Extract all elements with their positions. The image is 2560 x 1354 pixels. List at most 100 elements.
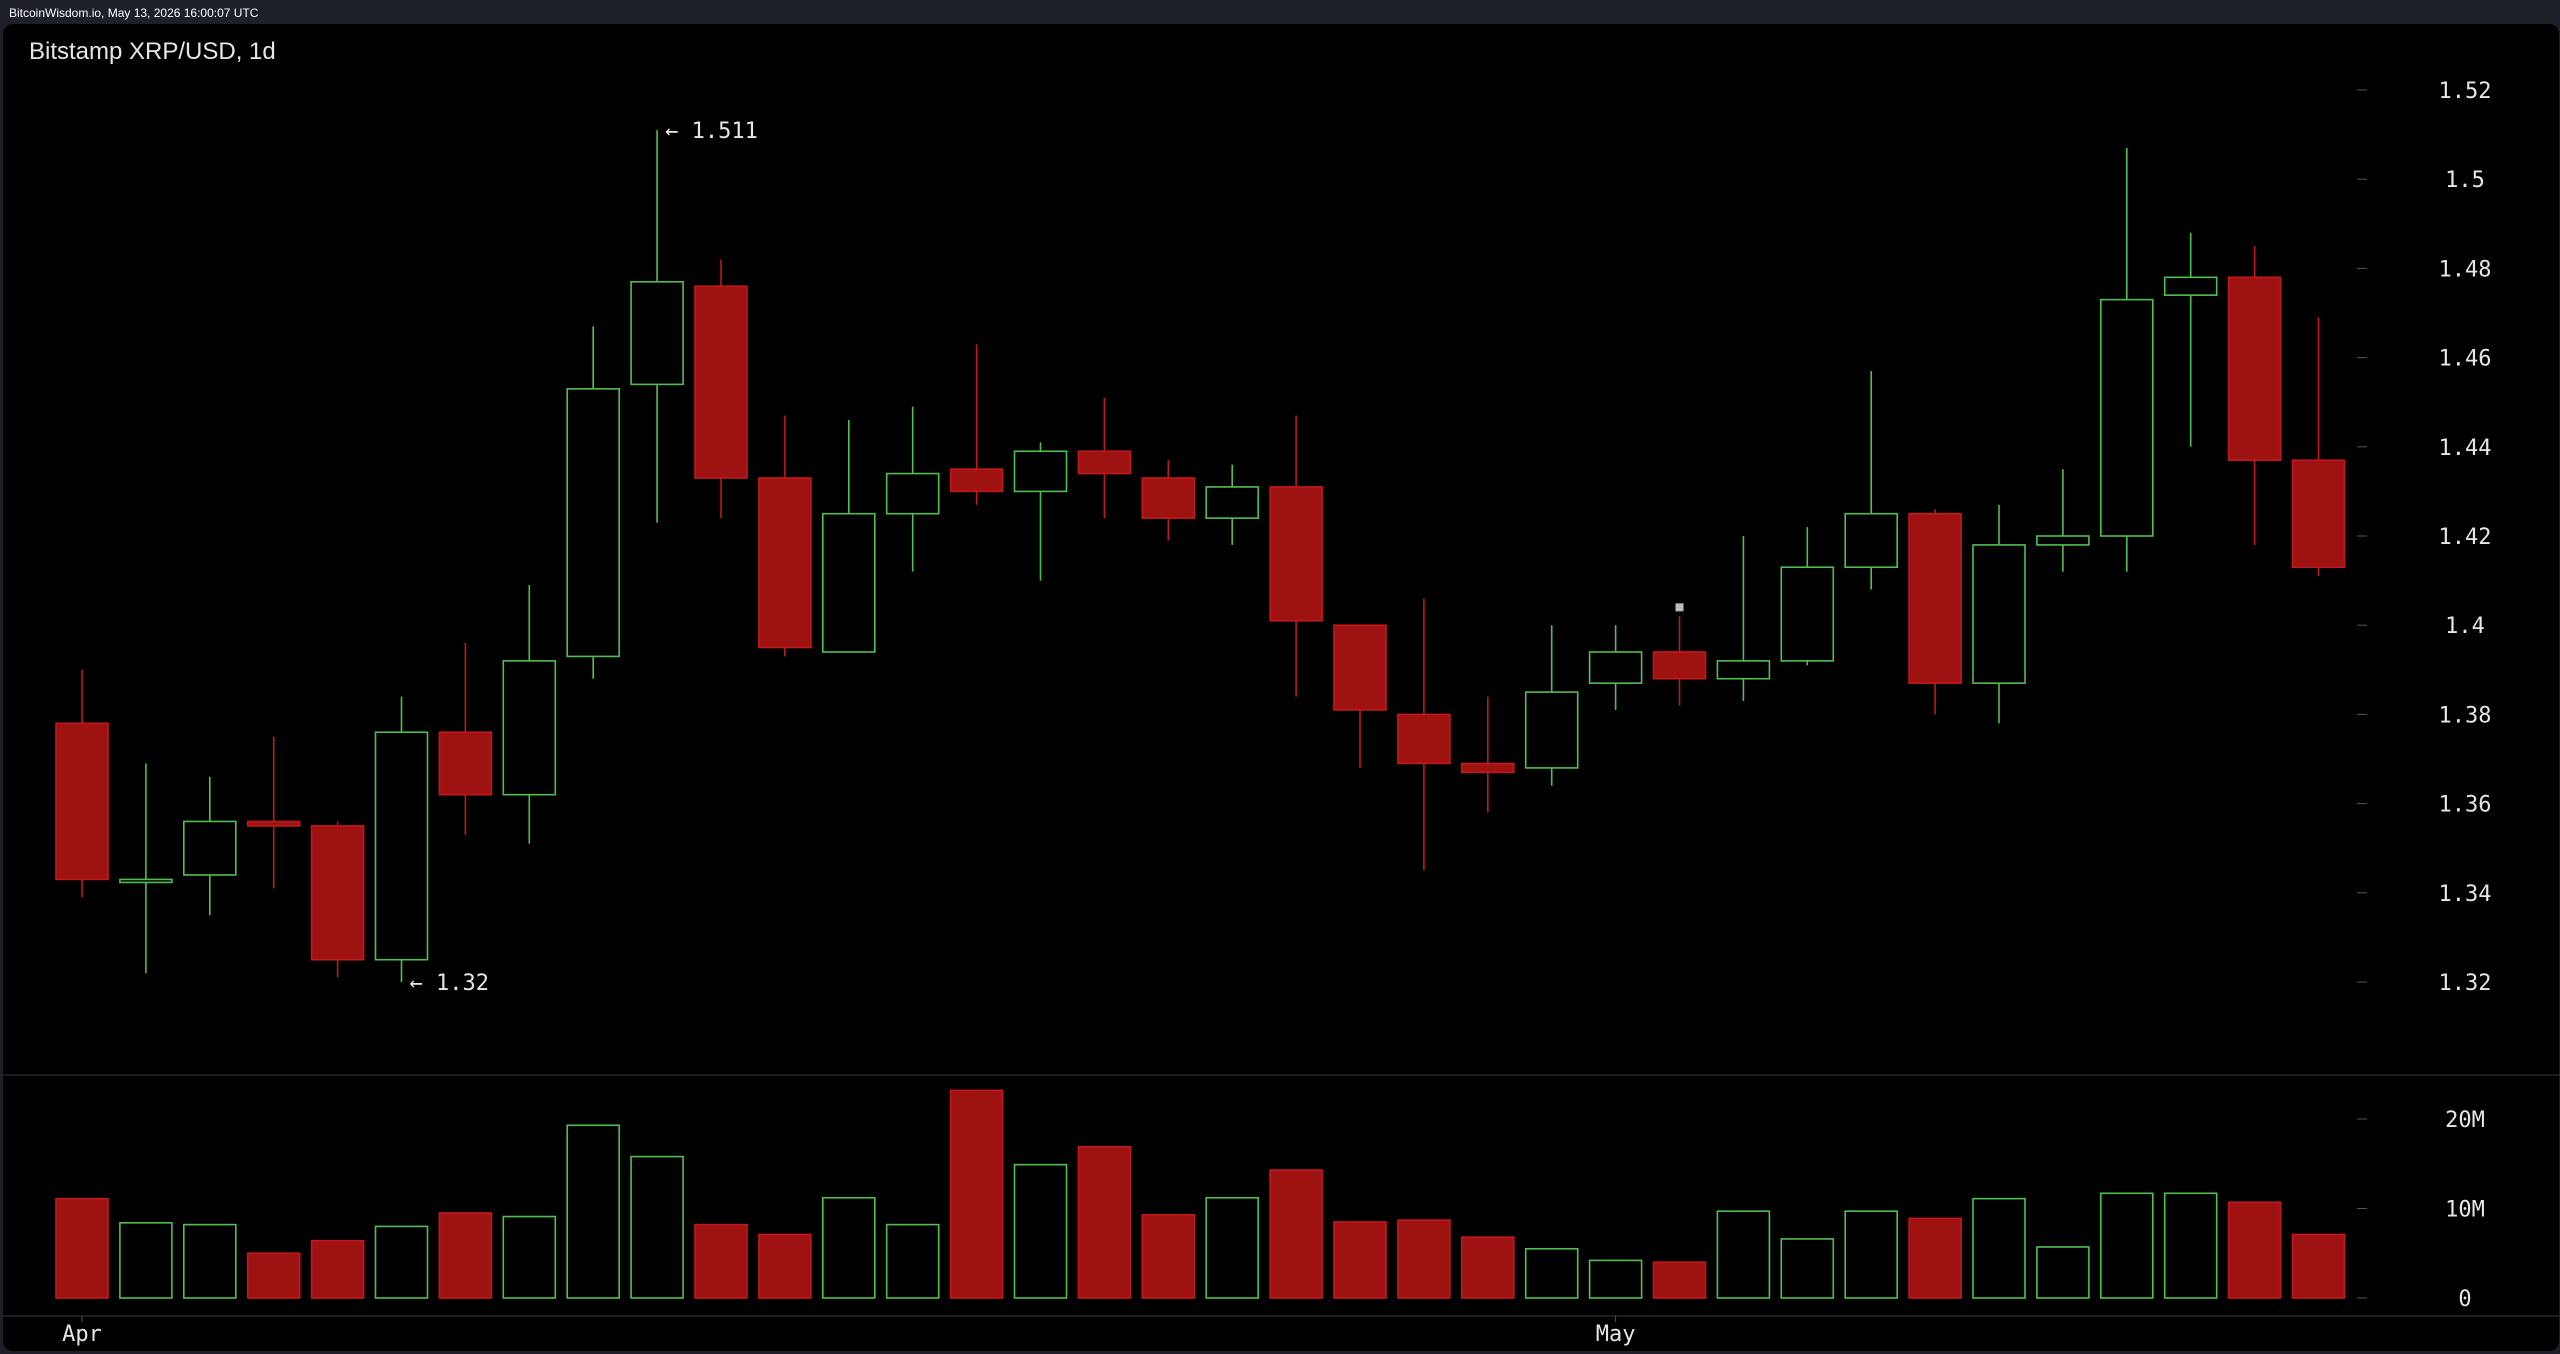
price-tick-label: 1.46 [2439, 347, 2492, 372]
candle-body [1844, 512, 1898, 569]
candle-body [55, 722, 109, 881]
candle [1588, 625, 1643, 710]
candle-body [694, 285, 748, 479]
volume-bar [374, 1225, 429, 1299]
price-tick-label: 1.32 [2439, 971, 2492, 996]
volume-bar [1333, 1221, 1387, 1299]
candle-body [246, 820, 301, 827]
candle-body [1141, 477, 1196, 519]
volume-bar [630, 1155, 684, 1299]
candle [1013, 442, 1068, 581]
price-tick-label: 1.38 [2439, 703, 2492, 728]
candle-body [1908, 512, 1962, 684]
volume-bar [1588, 1259, 1643, 1299]
marker-square [1675, 603, 1684, 612]
candle [630, 130, 684, 523]
candle [1652, 616, 1707, 706]
volume-bar [2163, 1192, 2218, 1299]
candle-body [758, 477, 812, 649]
volume-tick-label: 20M [2445, 1108, 2485, 1133]
candle-body [502, 660, 557, 796]
candle [1844, 370, 1898, 590]
candle [119, 763, 173, 974]
site-timestamp: BitcoinWisdom.io, May 13, 2026 16:00:07 … [9, 6, 259, 20]
candle-body [438, 731, 493, 796]
candle [758, 415, 812, 657]
price-annotation: ← 1.32 [410, 971, 489, 996]
price-tick-label: 1.5 [2445, 168, 2485, 193]
volume-bar [183, 1223, 237, 1299]
volume-tick-label: 10M [2445, 1198, 2485, 1223]
candle [949, 344, 1004, 505]
volume-bar [1780, 1238, 1835, 1299]
price-annotation: ← 1.511 [665, 119, 758, 144]
volume-bar [1461, 1236, 1515, 1299]
candle [885, 406, 940, 572]
volume-bar [566, 1124, 621, 1299]
x-tick-label: May [1596, 1322, 1636, 1347]
candle-body [119, 878, 173, 884]
volume-bar [502, 1215, 557, 1299]
candle-body [1333, 624, 1387, 711]
volume-bar [1652, 1261, 1707, 1299]
volume-bar [438, 1212, 493, 1299]
candle-body [1716, 660, 1771, 680]
candle [1205, 464, 1259, 545]
candle [502, 585, 557, 844]
price-tick-label: 1.48 [2439, 257, 2492, 282]
candle-body [949, 468, 1004, 493]
volume-bar [1972, 1197, 2026, 1299]
volume-bar [1141, 1213, 1196, 1299]
candle [310, 821, 365, 978]
candle-body [2291, 459, 2346, 569]
price-tick-label: 1.36 [2439, 793, 2492, 818]
volume-bar [1397, 1219, 1451, 1299]
candle-body [1524, 691, 1579, 769]
candle [1333, 624, 1387, 768]
candle-body [1397, 713, 1451, 765]
candle [566, 326, 621, 679]
price-tick-label: 1.44 [2439, 436, 2492, 461]
candle [2291, 317, 2346, 577]
candle [1716, 536, 1771, 702]
candle [1524, 625, 1579, 786]
candle [2036, 469, 2090, 572]
annotations: ← 1.511 ← 1.32 [410, 119, 1684, 996]
candle [438, 643, 493, 835]
candle-body [1461, 762, 1515, 774]
candle-body [374, 731, 429, 961]
candles [55, 130, 2346, 982]
volume-bar [821, 1196, 876, 1299]
x-tick-label: Apr [62, 1322, 102, 1347]
price-axis: 1.32 1.34 1.36 1.38 1.4 1.42 1.44 1.46 1.48 1.5 1.… [2357, 79, 2491, 996]
volume-bar [1205, 1196, 1259, 1299]
candle-body [1077, 450, 1132, 475]
candle [2100, 147, 2154, 572]
candle-body [2036, 535, 2090, 546]
candle-body [1013, 450, 1068, 493]
candle [1780, 527, 1835, 666]
candle [2227, 246, 2282, 545]
top-bar: BitcoinWisdom.io, May 13, 2026 16:00:07 … [0, 0, 2560, 24]
volume-bar [694, 1223, 748, 1299]
candle [1141, 460, 1196, 541]
price-tick-label: 1.52 [2439, 79, 2492, 104]
volume-bar [2227, 1201, 2282, 1299]
candle-body [821, 512, 876, 653]
volume-axis: 0 10M 20M [2357, 1108, 2485, 1312]
candle-body [1269, 486, 1323, 622]
candle-body [1588, 651, 1643, 684]
volume-bar [1524, 1247, 1579, 1299]
volume-bars [55, 1089, 2346, 1299]
candle-body [310, 825, 365, 961]
candle [1908, 509, 1962, 715]
candle [1461, 696, 1515, 813]
volume-bar [55, 1197, 109, 1299]
candle-body [2163, 276, 2218, 296]
volume-bar [2291, 1233, 2346, 1299]
candle-body [183, 820, 237, 876]
volume-bar [2100, 1192, 2154, 1299]
volume-bar [1013, 1163, 1068, 1299]
candle [1397, 598, 1451, 871]
